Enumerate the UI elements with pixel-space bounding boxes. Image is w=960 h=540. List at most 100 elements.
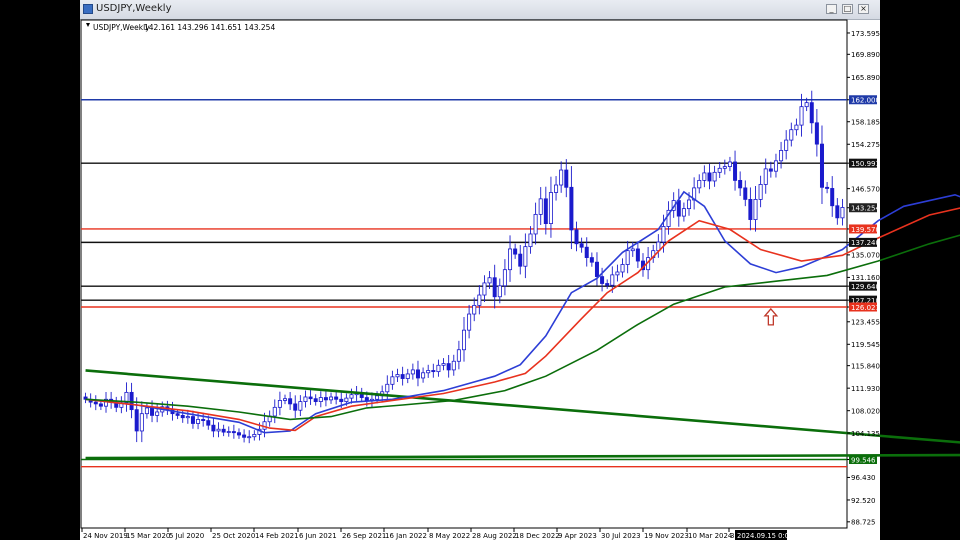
- candle-body: [569, 186, 574, 231]
- y-tick-label: 108.020: [851, 407, 880, 415]
- moving-average-line: [85, 190, 960, 434]
- candle-body: [589, 257, 594, 263]
- y-tick-label: 119.545: [851, 341, 880, 349]
- candle-body: [139, 413, 144, 432]
- candle-body: [840, 207, 845, 219]
- y-tick-label: 111.930: [851, 385, 880, 393]
- trendline: [85, 369, 960, 444]
- symbol-label: USDJPY,Weekly: [93, 23, 150, 32]
- level-price-box: [849, 224, 877, 234]
- candle-body: [548, 192, 553, 225]
- x-tick-label: 5 Jul 2020: [169, 532, 204, 540]
- candle-body: [436, 364, 441, 373]
- candle-body: [707, 172, 712, 182]
- candle-body: [518, 253, 523, 267]
- x-tick-label: 26 Sep 2021: [342, 532, 386, 540]
- candle-body: [349, 394, 354, 399]
- candle-body: [712, 171, 717, 182]
- level-price-box: [849, 302, 877, 312]
- candle-body: [799, 106, 804, 126]
- candle-body: [83, 396, 88, 400]
- candle-body: [835, 205, 840, 219]
- maximize-button[interactable]: □: [842, 4, 853, 14]
- candle-body: [830, 188, 835, 207]
- candle-body: [410, 369, 415, 375]
- candle-body: [635, 248, 640, 262]
- candle-body: [334, 396, 339, 400]
- candle-body: [758, 184, 763, 200]
- y-tick-label: 115.840: [851, 362, 880, 370]
- candle-body: [722, 166, 727, 169]
- candle-body: [313, 398, 318, 402]
- candle-body: [242, 434, 247, 438]
- candle-body: [400, 374, 405, 379]
- candle-body: [676, 200, 681, 217]
- candle-body: [687, 199, 692, 210]
- candle-body: [344, 397, 349, 402]
- candle-body: [784, 139, 789, 151]
- candle-body: [579, 243, 584, 248]
- x-tick-label: 6 Jun 2021: [299, 532, 337, 540]
- candle-body: [702, 172, 707, 181]
- x-tick-label: 28 Aug 2022: [472, 532, 517, 540]
- y-tick-label: 162.000: [851, 97, 880, 105]
- candle-body: [523, 246, 528, 267]
- candle-body: [262, 421, 267, 430]
- level-price-box: [849, 295, 877, 305]
- candle-body: [252, 434, 257, 438]
- candle-body: [93, 401, 98, 405]
- candle-body: [543, 198, 548, 225]
- y-tick-label: 123.455: [851, 319, 880, 327]
- y-tick-label: 126.021: [851, 304, 880, 312]
- level-price-box: [849, 203, 877, 213]
- candle-body: [743, 187, 748, 200]
- candle-body: [804, 102, 809, 108]
- candle-body: [497, 285, 502, 298]
- y-tick-label: 173.595: [851, 30, 880, 38]
- y-tick-label: 96.430: [851, 474, 876, 482]
- candle-body: [763, 168, 768, 185]
- ohlc-label: 142.161 143.296 141.651 143.254: [144, 23, 275, 32]
- candle-body: [594, 261, 599, 277]
- candle-body: [405, 373, 410, 379]
- candle-body: [272, 406, 277, 417]
- candle-body: [175, 413, 180, 416]
- candle-body: [819, 143, 824, 188]
- level-price-box: [849, 237, 877, 247]
- x-tick-label: 10 Mar 2024: [688, 532, 733, 540]
- y-tick-label: 131.160: [851, 274, 880, 282]
- candle-body: [482, 282, 487, 296]
- close-button[interactable]: ×: [858, 4, 869, 14]
- candle-body: [421, 372, 426, 379]
- candle-body: [180, 415, 185, 419]
- cursor-time-label: 2024.09.15 0:00: [737, 532, 793, 540]
- y-tick-label: 137.240: [851, 239, 880, 247]
- candle-body: [288, 398, 293, 405]
- x-tick-label: 15 Mar 2020: [126, 532, 170, 540]
- y-tick-label: 88.725: [851, 519, 876, 527]
- x-tick-label: 14 Feb 2021: [255, 532, 299, 540]
- candle-body: [185, 416, 190, 419]
- candle-body: [733, 161, 738, 181]
- y-tick-label: 99.546: [851, 456, 876, 464]
- moving-average-line: [85, 234, 960, 421]
- candle-body: [104, 398, 109, 407]
- x-tick-label: 24 Nov 2019: [83, 532, 128, 540]
- candle-body: [814, 122, 819, 145]
- y-tick-label: 135.070: [851, 252, 880, 260]
- candle-body: [661, 226, 666, 243]
- candle-body: [206, 420, 211, 426]
- candle-body: [513, 248, 518, 255]
- candle-body: [584, 246, 589, 258]
- candle-body: [492, 277, 497, 298]
- candle-body: [600, 276, 605, 284]
- candle-body: [446, 363, 451, 371]
- window-title: USDJPY,Weekly: [96, 3, 172, 14]
- symbol-dropdown-icon[interactable]: [86, 23, 90, 27]
- y-tick-label: 169.890: [851, 51, 880, 59]
- minimize-button[interactable]: _: [826, 4, 837, 14]
- candle-body: [564, 169, 569, 188]
- y-tick-label: 127.210: [851, 297, 880, 305]
- candle-body: [318, 397, 323, 402]
